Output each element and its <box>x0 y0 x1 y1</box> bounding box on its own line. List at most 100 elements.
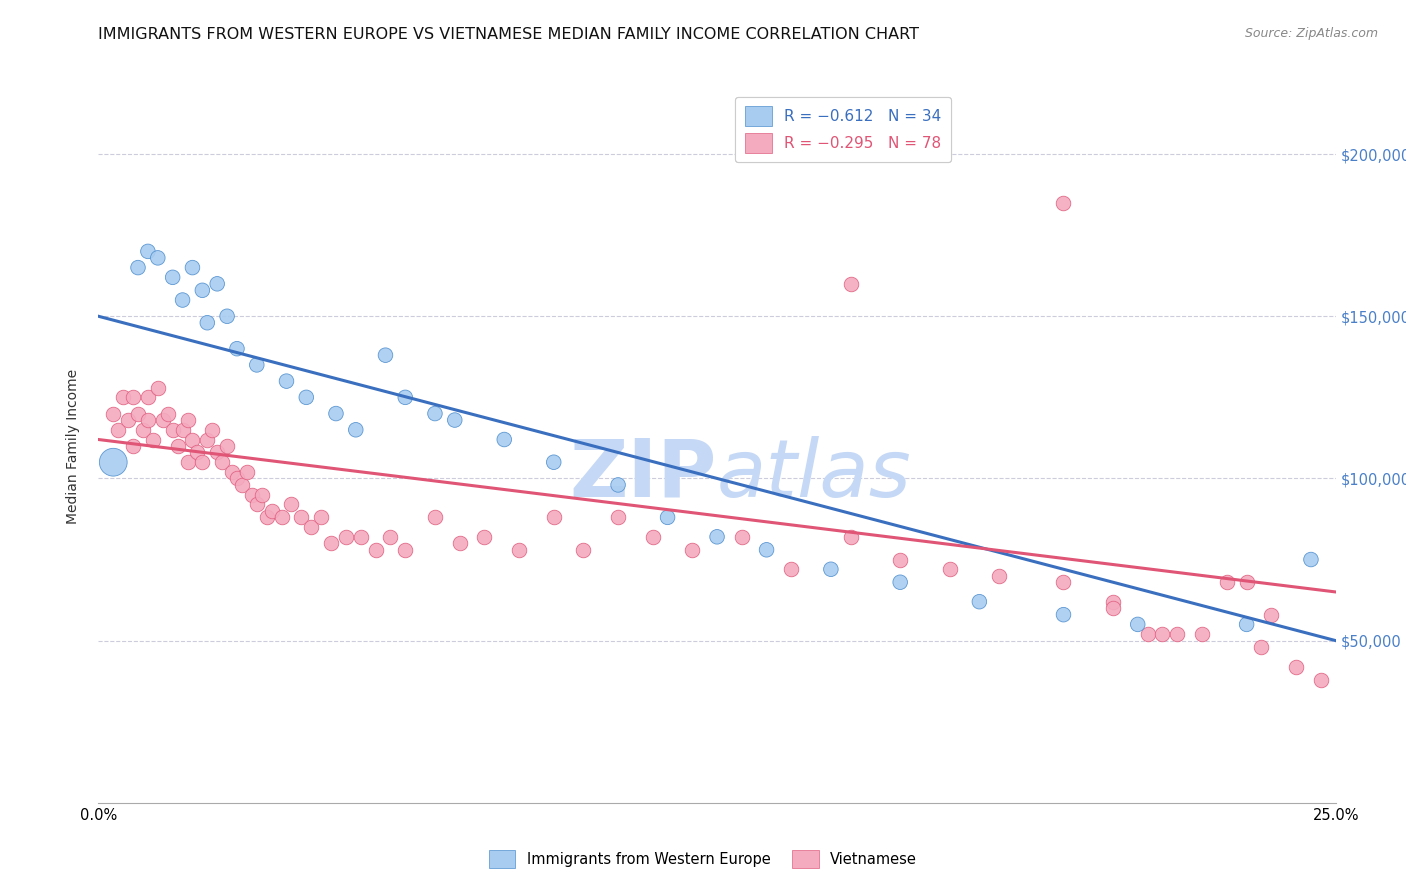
Point <box>240 488 263 502</box>
Legend: Immigrants from Western Europe, Vietnamese: Immigrants from Western Europe, Vietname… <box>481 842 925 876</box>
Point <box>260 504 283 518</box>
Point <box>607 478 630 492</box>
Point <box>1052 195 1074 210</box>
Point <box>474 530 496 544</box>
Point <box>1216 575 1239 590</box>
Point <box>217 310 239 324</box>
Point <box>1299 552 1322 566</box>
Point <box>299 520 322 534</box>
Point <box>443 413 465 427</box>
Point <box>755 542 778 557</box>
Point <box>146 381 169 395</box>
Point <box>295 390 318 404</box>
Text: ZIP: ZIP <box>569 435 717 514</box>
Point <box>335 530 357 544</box>
Point <box>780 562 803 576</box>
Point <box>380 530 402 544</box>
Point <box>543 455 565 469</box>
Point <box>1126 617 1149 632</box>
Point <box>195 316 218 330</box>
Point <box>191 283 214 297</box>
Point <box>423 510 446 524</box>
Point <box>186 445 208 459</box>
Point <box>344 423 367 437</box>
Point <box>156 407 179 421</box>
Point <box>127 260 149 275</box>
Point <box>290 510 312 524</box>
Point <box>988 568 1011 582</box>
Point <box>103 455 125 469</box>
Text: IMMIGRANTS FROM WESTERN EUROPE VS VIETNAMESE MEDIAN FAMILY INCOME CORRELATION CH: IMMIGRANTS FROM WESTERN EUROPE VS VIETNA… <box>98 27 920 42</box>
Point <box>107 423 129 437</box>
Point <box>731 530 754 544</box>
Point <box>132 423 155 437</box>
Point <box>1236 617 1258 632</box>
Point <box>1260 607 1282 622</box>
Point <box>162 423 184 437</box>
Text: Source: ZipAtlas.com: Source: ZipAtlas.com <box>1244 27 1378 40</box>
Point <box>325 407 347 421</box>
Point <box>181 433 204 447</box>
Point <box>494 433 516 447</box>
Point <box>276 374 298 388</box>
Point <box>127 407 149 421</box>
Point <box>191 455 214 469</box>
Point <box>172 423 194 437</box>
Point <box>176 455 198 469</box>
Point <box>122 390 145 404</box>
Point <box>236 465 259 479</box>
Point <box>1166 627 1188 641</box>
Point <box>889 575 911 590</box>
Y-axis label: Median Family Income: Median Family Income <box>66 368 80 524</box>
Point <box>820 562 842 576</box>
Point <box>211 455 233 469</box>
Point <box>1052 607 1074 622</box>
Point <box>246 358 269 372</box>
Point <box>449 536 471 550</box>
Point <box>205 445 228 459</box>
Point <box>1309 673 1331 687</box>
Point <box>423 407 446 421</box>
Point <box>607 510 630 524</box>
Point <box>246 497 269 511</box>
Point <box>319 536 342 550</box>
Point <box>226 342 249 356</box>
Point <box>657 510 679 524</box>
Legend: R = −0.612   N = 34, R = −0.295   N = 78: R = −0.612 N = 34, R = −0.295 N = 78 <box>735 97 950 162</box>
Point <box>543 510 565 524</box>
Point <box>122 439 145 453</box>
Point <box>350 530 373 544</box>
Point <box>166 439 188 453</box>
Point <box>136 413 159 427</box>
Point <box>309 510 332 524</box>
Point <box>117 413 139 427</box>
Point <box>938 562 960 576</box>
Point <box>1052 575 1074 590</box>
Point <box>1136 627 1159 641</box>
Point <box>839 530 862 544</box>
Point <box>572 542 595 557</box>
Point <box>364 542 387 557</box>
Point <box>1152 627 1174 641</box>
Point <box>226 471 249 485</box>
Point <box>270 510 292 524</box>
Point <box>256 510 278 524</box>
Point <box>1236 575 1258 590</box>
Point <box>221 465 243 479</box>
Point <box>136 390 159 404</box>
Point <box>217 439 239 453</box>
Point <box>1191 627 1213 641</box>
Point <box>1102 595 1125 609</box>
Text: atlas: atlas <box>717 435 912 514</box>
Point <box>394 390 416 404</box>
Point <box>181 260 204 275</box>
Point <box>103 407 125 421</box>
Point <box>172 293 194 307</box>
Point <box>136 244 159 259</box>
Point <box>1285 659 1308 673</box>
Point <box>205 277 228 291</box>
Point <box>146 251 169 265</box>
Point <box>162 270 184 285</box>
Point <box>231 478 253 492</box>
Point <box>142 433 165 447</box>
